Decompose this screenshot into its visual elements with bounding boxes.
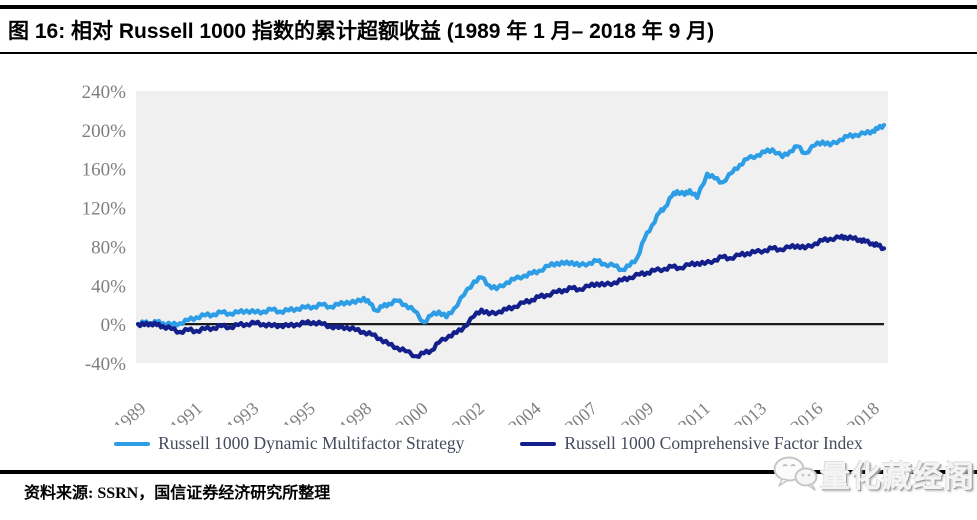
- x-tick-label: 1993: [222, 398, 262, 425]
- y-tick-label: -40%: [85, 354, 126, 375]
- x-tick-label: 1989: [110, 398, 150, 425]
- excess-return-line-chart: 240% 200% 160% 120% 80% 40% 0% -40% 1989 1991 1993…: [82, 82, 888, 425]
- y-tick-label: 160%: [82, 160, 127, 181]
- wechat-chat-bubbles-icon: [773, 456, 818, 491]
- legend-item-dynamic-multifactor: Russell 1000 Dynamic Multifactor Strateg…: [114, 433, 464, 454]
- legend-item-comprehensive-factor: Russell 1000 Comprehensive Factor Index: [520, 433, 863, 454]
- x-tick-label: 2011: [674, 398, 714, 425]
- legend-swatch-navy: [520, 441, 557, 446]
- legend-swatch-light-blue: [114, 441, 151, 446]
- x-tick-label: 2013: [730, 398, 770, 425]
- y-tick-label: 240%: [82, 82, 127, 103]
- watermark: 量化藏经阁: [772, 452, 975, 496]
- x-tick-label: 2000: [392, 398, 432, 425]
- legend-label: Russell 1000 Dynamic Multifactor Strateg…: [158, 433, 465, 453]
- y-tick-label: 80%: [91, 237, 126, 258]
- x-tick-label: 1998: [335, 398, 375, 425]
- title-divider: [0, 52, 977, 54]
- source-note: 资料来源: SSRN，国信证券经济研究所整理: [24, 485, 331, 502]
- x-tick-label: 2018: [843, 398, 883, 425]
- series-line-1: [135, 233, 887, 359]
- series-line-0: [135, 122, 887, 328]
- x-tick-label: 2016: [787, 398, 827, 425]
- legend-label: Russell 1000 Comprehensive Factor Index: [564, 433, 863, 453]
- plot-area: [136, 91, 888, 363]
- x-tick-label: 2007: [561, 398, 601, 425]
- top-divider: [0, 5, 977, 9]
- figure-title: 图 16: 相对 Russell 1000 指数的累计超额收益 (1989 年 …: [8, 20, 715, 43]
- bottom-divider: [0, 470, 977, 474]
- x-tick-label: 2009: [617, 398, 657, 425]
- x-tick-label: 1995: [279, 398, 319, 425]
- watermark-text: 量化藏经阁: [820, 461, 975, 494]
- x-tick-label: 2002: [448, 398, 488, 425]
- y-tick-label: 0%: [101, 315, 127, 336]
- x-tick-label: 1991: [166, 398, 206, 425]
- y-tick-label: 200%: [82, 121, 127, 142]
- y-tick-label: 120%: [82, 199, 127, 220]
- y-tick-label: 40%: [91, 276, 126, 297]
- chart-legend: Russell 1000 Dynamic Multifactor Strateg…: [0, 433, 977, 454]
- x-tick-label: 2004: [504, 398, 544, 425]
